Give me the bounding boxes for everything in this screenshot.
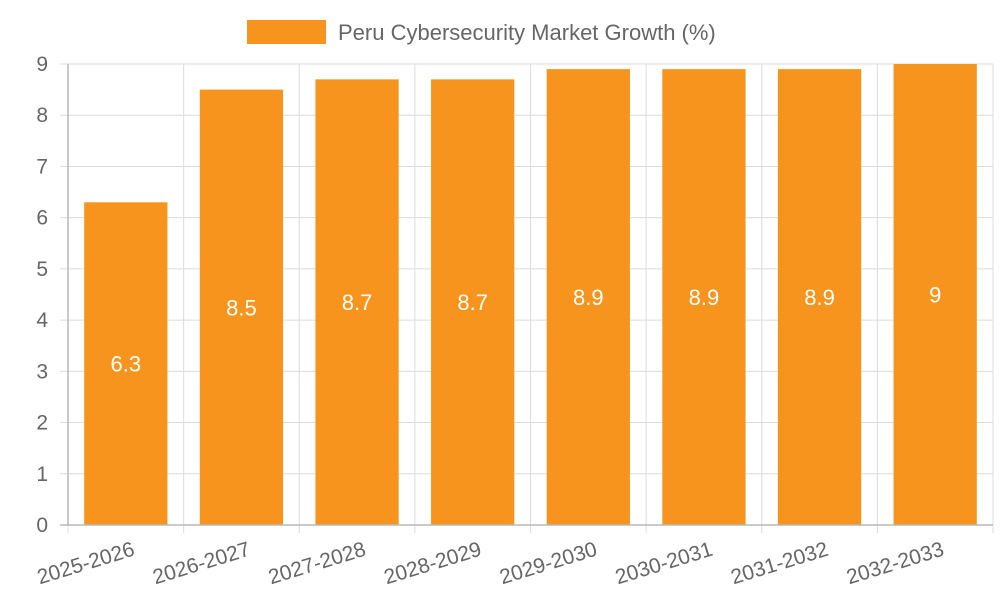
y-tick-label: 2 bbox=[36, 412, 48, 435]
legend-swatch[interactable] bbox=[247, 20, 326, 44]
x-tick-label: 2029-2030 bbox=[497, 538, 600, 589]
y-tick-label: 7 bbox=[36, 155, 48, 178]
bars bbox=[84, 64, 977, 526]
y-tick-label: 9 bbox=[36, 53, 48, 76]
bar[interactable] bbox=[431, 79, 515, 525]
x-tick-label: 2031-2032 bbox=[728, 538, 831, 589]
x-tick-label: 2032-2033 bbox=[844, 538, 947, 589]
data-label: 8.9 bbox=[689, 285, 720, 310]
data-label: 8.5 bbox=[226, 295, 257, 320]
data-label: 6.3 bbox=[111, 352, 142, 377]
y-tick-label: 5 bbox=[36, 258, 48, 281]
x-tick-label: 2025-2026 bbox=[35, 538, 138, 589]
bar[interactable] bbox=[199, 89, 284, 525]
y-tick-label: 1 bbox=[36, 463, 48, 486]
legend[interactable]: Peru Cybersecurity Market Growth (%) bbox=[247, 20, 716, 45]
y-tick-label: 4 bbox=[36, 309, 48, 332]
y-tick-label: 8 bbox=[36, 104, 48, 127]
bar[interactable] bbox=[777, 69, 862, 525]
data-label: 8.7 bbox=[457, 290, 488, 315]
legend-label[interactable]: Peru Cybersecurity Market Growth (%) bbox=[338, 20, 716, 45]
x-tick-label: 2028-2029 bbox=[381, 538, 484, 589]
data-label: 8.9 bbox=[573, 285, 604, 310]
data-labels: 6.3 8.5 8.7 8.7 8.9 8.9 8.9 9 bbox=[111, 283, 942, 377]
bar[interactable] bbox=[546, 69, 630, 525]
y-tick-label: 3 bbox=[36, 360, 48, 383]
bar[interactable] bbox=[662, 69, 746, 525]
data-label: 8.7 bbox=[342, 290, 373, 315]
bar[interactable] bbox=[893, 64, 977, 525]
y-tick-label: 6 bbox=[36, 207, 48, 230]
x-tick-label: 2026-2027 bbox=[150, 538, 253, 589]
data-label: 8.9 bbox=[804, 285, 835, 310]
data-label: 9 bbox=[929, 283, 941, 308]
y-tick-label: 0 bbox=[36, 514, 48, 537]
bar[interactable] bbox=[84, 202, 168, 526]
x-tick-label: 2030-2031 bbox=[613, 538, 716, 589]
bar[interactable] bbox=[315, 79, 399, 525]
x-tick-label: 2027-2028 bbox=[266, 538, 369, 589]
